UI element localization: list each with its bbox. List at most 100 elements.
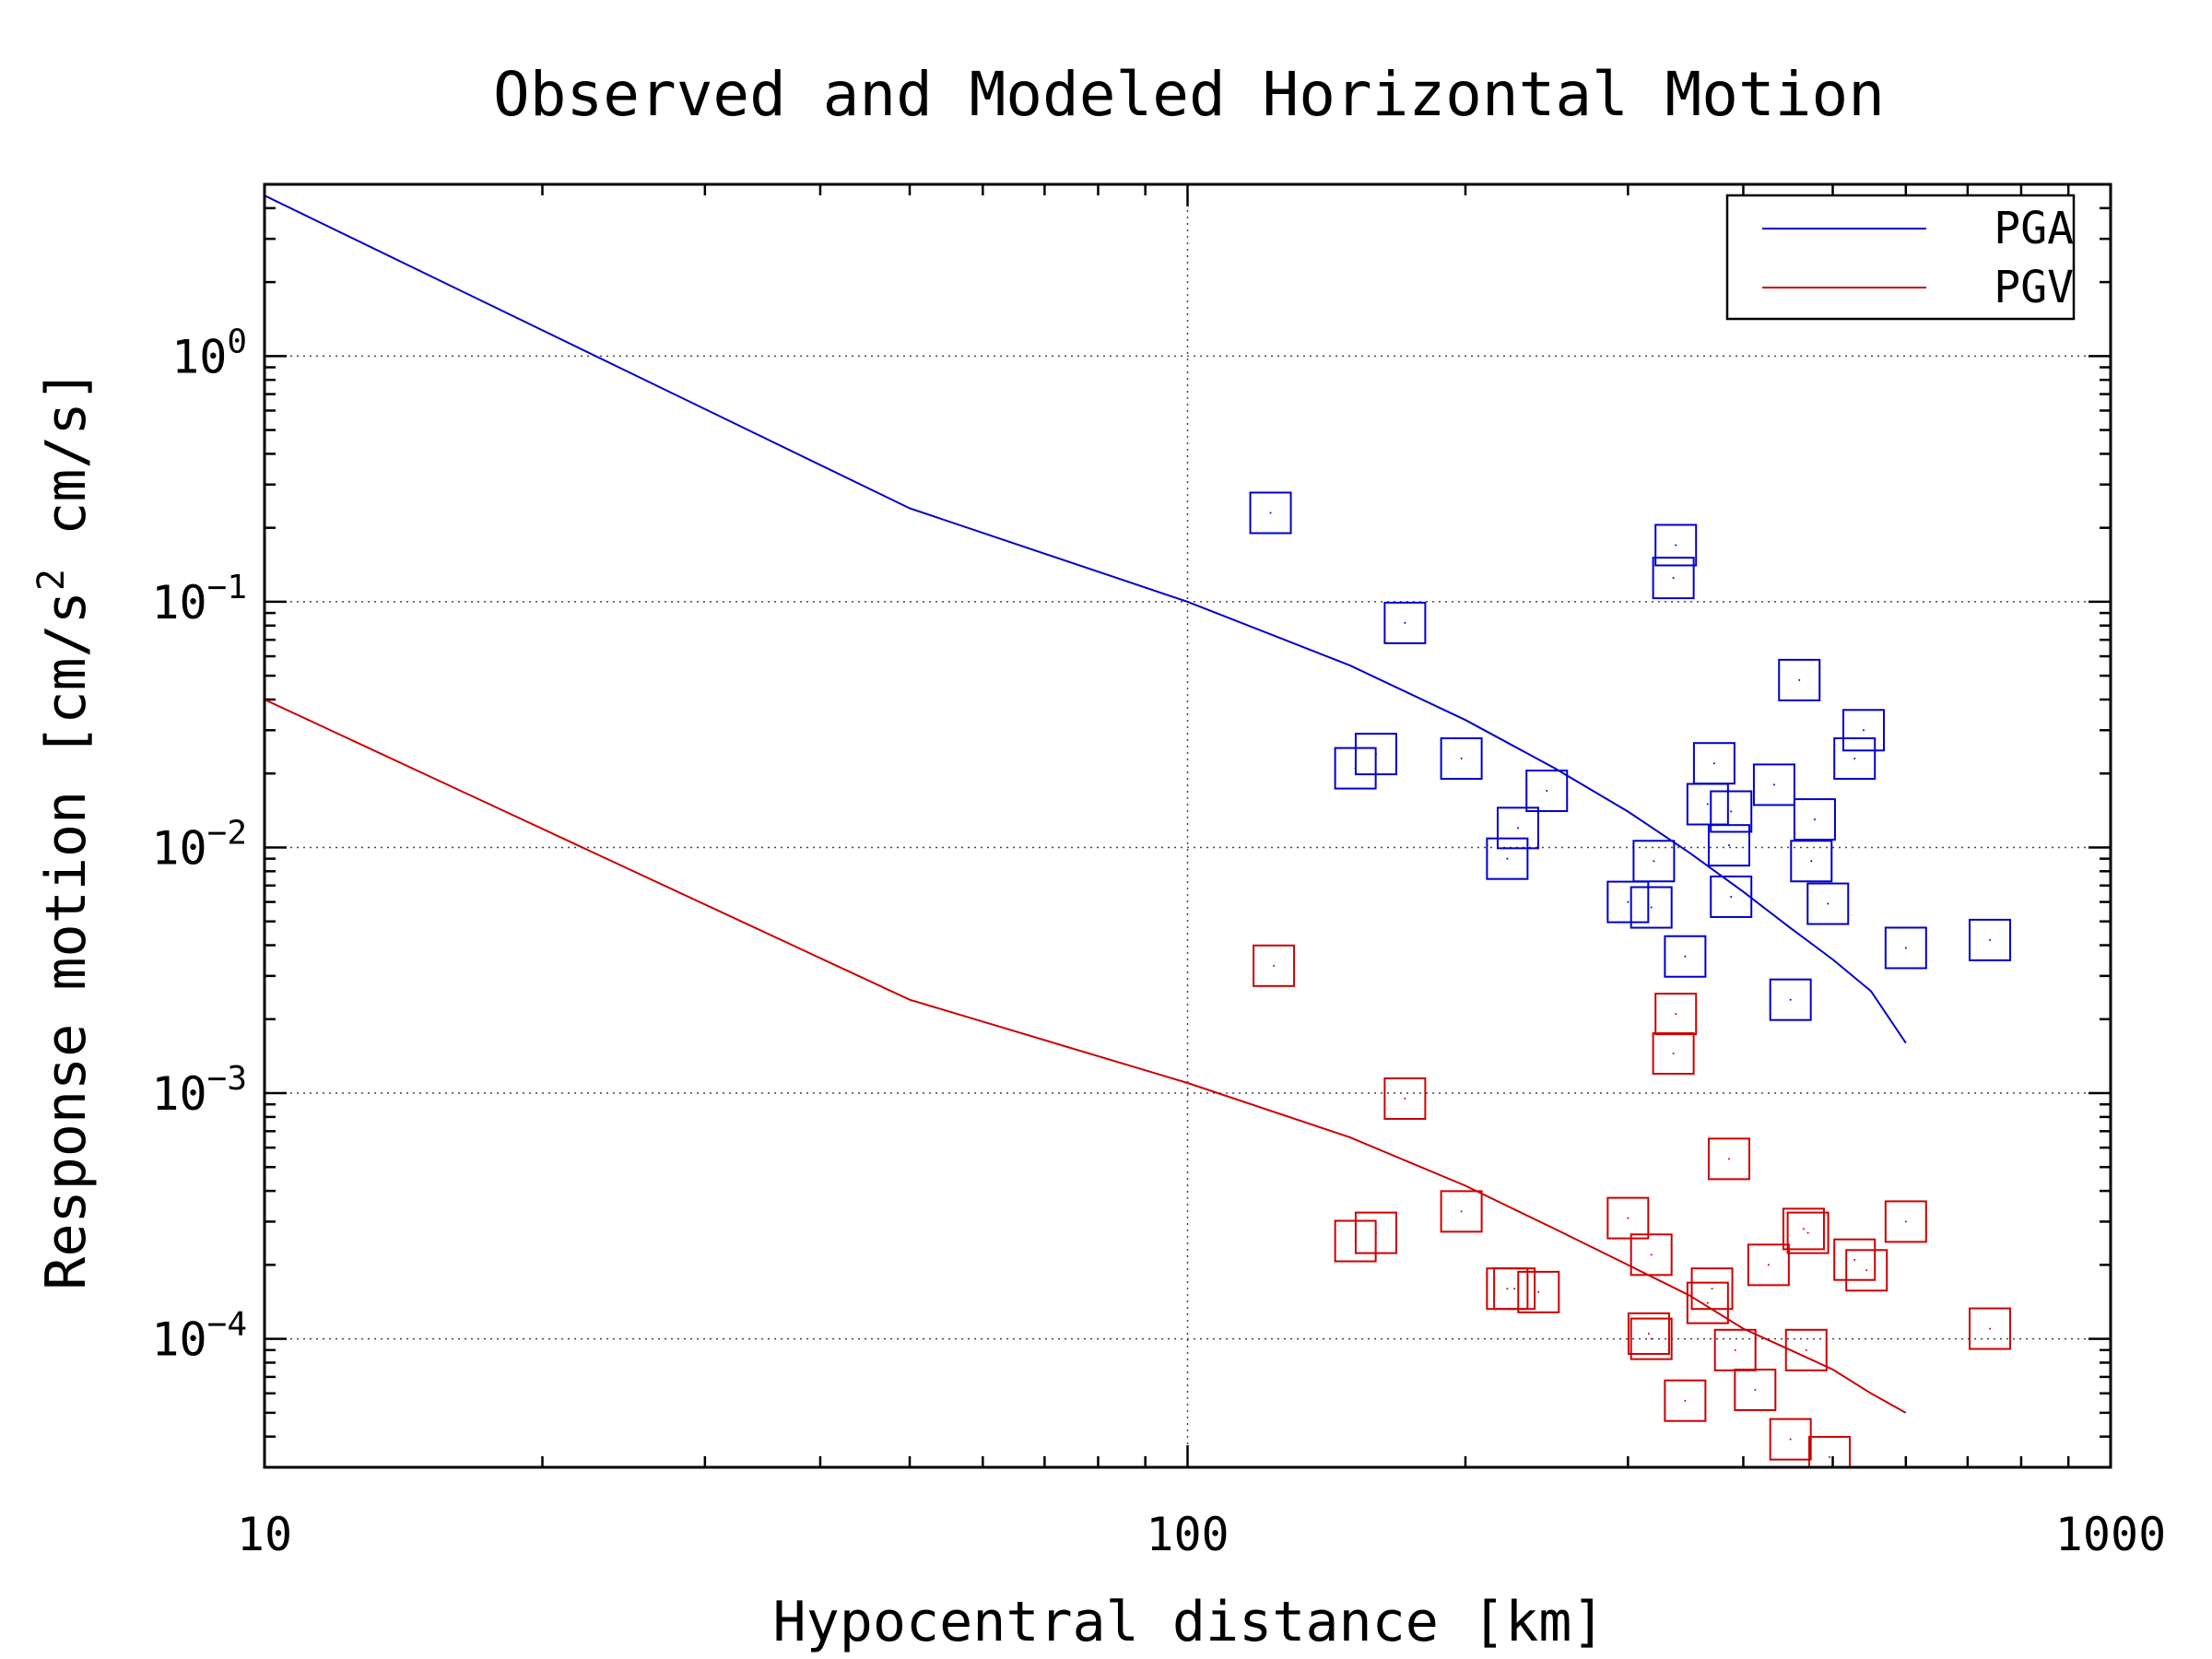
marker-dot xyxy=(1730,810,1733,813)
data-marker-pgv-observed xyxy=(1769,1418,1812,1461)
marker-dot xyxy=(1806,1231,1809,1234)
marker-square xyxy=(1710,790,1753,833)
marker-dot xyxy=(1829,1455,1831,1458)
data-marker-pga-observed xyxy=(1652,557,1695,600)
data-marker-pga-observed xyxy=(1486,837,1529,880)
data-marker-pga-observed xyxy=(1806,882,1850,925)
marker-square xyxy=(1652,1032,1695,1076)
data-marker-pga-observed xyxy=(1525,770,1569,813)
data-marker-pgv-observed xyxy=(1517,1270,1560,1313)
y-tick-label-base: 10 xyxy=(151,1067,206,1121)
marker-dot xyxy=(1754,1388,1757,1391)
marker-dot xyxy=(1772,783,1775,786)
marker-square xyxy=(1690,1267,1734,1311)
y-tick-label-base: 10 xyxy=(151,1313,206,1367)
marker-dot xyxy=(1684,955,1687,958)
marker-dot xyxy=(1802,1228,1805,1230)
legend-label-pga: PGA xyxy=(1994,203,2074,254)
marker-square xyxy=(1253,944,1296,987)
legend-box xyxy=(1725,194,2076,321)
marker-square xyxy=(1841,709,1885,752)
marker-square xyxy=(1969,918,2012,961)
data-marker-pgv-observed xyxy=(1734,1368,1777,1411)
marker-dot xyxy=(1354,767,1357,770)
data-marker-pgv-observed xyxy=(1630,1233,1673,1277)
data-marker-pgv-observed xyxy=(1713,1328,1757,1371)
x-tick-label: 1000 xyxy=(2055,1508,2166,1561)
series-line-pgv xyxy=(265,699,1907,1414)
data-marker-pgv-observed xyxy=(1652,1032,1695,1076)
marker-square xyxy=(1440,1190,1483,1233)
y-tick-label-exponent: −4 xyxy=(207,1306,247,1344)
marker-dot xyxy=(1675,544,1677,547)
data-marker-pga-observed xyxy=(1833,737,1877,781)
y-tick-label-exponent: −3 xyxy=(207,1060,247,1098)
marker-square xyxy=(1884,926,1927,970)
marker-dot xyxy=(1354,1240,1357,1242)
marker-square xyxy=(1630,1317,1673,1360)
marker-square xyxy=(1808,1435,1852,1467)
y-tick-label: 10−1 xyxy=(151,569,247,629)
data-marker-pgv-observed xyxy=(1253,944,1296,987)
marker-dot xyxy=(1627,900,1630,903)
data-marker-pga-observed xyxy=(1630,886,1673,929)
marker-dot xyxy=(1767,1264,1770,1266)
data-marker-pga-observed xyxy=(1778,658,1821,701)
marker-square xyxy=(1793,798,1836,841)
marker-square xyxy=(1664,1379,1707,1422)
marker-dot xyxy=(1853,758,1856,760)
marker-square xyxy=(1752,763,1795,806)
data-marker-pgv-observed xyxy=(1690,1267,1734,1311)
data-marker-pgv-observed xyxy=(1969,1307,2012,1350)
series-line-pga xyxy=(265,194,1907,1044)
data-marker-pga-observed xyxy=(1334,747,1377,790)
data-marker-pga-observed xyxy=(1440,737,1483,781)
legend-label-pgv: PGV xyxy=(1994,262,2074,313)
marker-square xyxy=(1790,840,1833,883)
marker-square xyxy=(1652,557,1695,600)
marker-square xyxy=(1884,1200,1927,1243)
marker-dot xyxy=(1460,1210,1463,1213)
marker-dot xyxy=(1273,964,1276,967)
y-tick-label-exponent: 0 xyxy=(227,323,247,360)
x-tick-label: 10 xyxy=(237,1508,292,1561)
marker-square xyxy=(1710,875,1753,918)
marker-dot xyxy=(1805,1348,1807,1351)
data-marker-pgv-observed xyxy=(1784,1328,1828,1371)
marker-square xyxy=(1383,601,1427,644)
marker-dot xyxy=(1789,1438,1792,1441)
y-tick-label-base: 10 xyxy=(151,821,206,875)
marker-square xyxy=(1440,737,1483,781)
marker-dot xyxy=(1653,860,1655,863)
data-marker-pgv-observed xyxy=(1808,1435,1852,1467)
marker-square xyxy=(1517,1270,1560,1313)
marker-square xyxy=(1486,1267,1529,1311)
marker-dot xyxy=(1537,1290,1540,1293)
marker-dot xyxy=(1734,1348,1736,1351)
marker-dot xyxy=(1404,1097,1406,1100)
marker-dot xyxy=(1712,762,1715,765)
marker-square xyxy=(1707,1137,1750,1181)
marker-dot xyxy=(1989,938,1992,941)
marker-square xyxy=(1833,737,1877,781)
data-marker-pga-observed xyxy=(1707,824,1750,867)
data-marker-pgv-observed xyxy=(1654,993,1698,1036)
data-marker-pga-observed xyxy=(1769,978,1812,1021)
marker-dot xyxy=(1513,1288,1516,1290)
marker-dot xyxy=(1516,827,1519,830)
marker-dot xyxy=(1672,577,1675,580)
data-marker-pga-observed xyxy=(1686,782,1729,826)
data-marker-pga-observed xyxy=(1664,935,1707,978)
x-axis-label: Hypocentral distance [km] xyxy=(772,1590,1605,1654)
data-marker-pgv-observed xyxy=(1782,1207,1825,1251)
marker-dot xyxy=(1727,844,1730,847)
marker-square xyxy=(1786,1211,1830,1254)
data-marker-pgv-observed xyxy=(1845,1249,1888,1292)
plot-series xyxy=(265,194,2012,1467)
marker-dot xyxy=(1711,1288,1713,1290)
y-axis-label-tail: cm/s] xyxy=(34,369,99,569)
marker-dot xyxy=(1813,818,1816,821)
marker-dot xyxy=(1730,895,1733,898)
marker-square xyxy=(1734,1368,1777,1411)
marker-dot xyxy=(1904,947,1907,949)
